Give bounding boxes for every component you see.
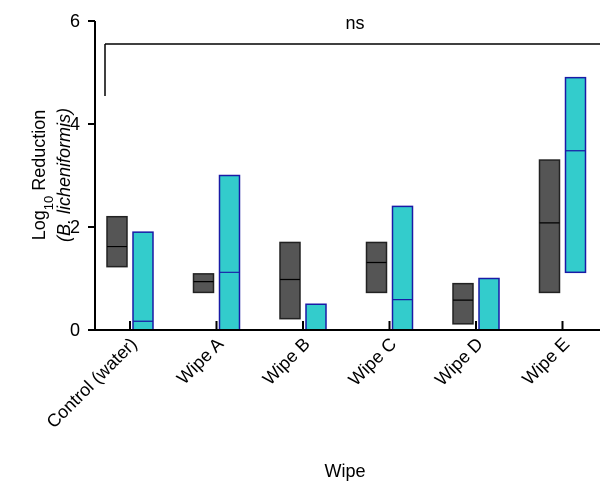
y-axis-title-line2: (B. licheniformis) [54, 108, 74, 242]
x-tick-label-3: Wipe C [344, 334, 400, 390]
y-tick-label-0: 0 [70, 320, 80, 340]
bar-s1-3 [391, 205, 414, 331]
bar-s0-0 [106, 215, 128, 268]
y-tick-label-3: 6 [70, 11, 80, 31]
y-tick-label-2: 4 [70, 114, 80, 134]
bar-s1-5 [564, 76, 587, 274]
x-tick-label-4: Wipe D [431, 334, 487, 390]
bar-s0-1 [192, 273, 215, 294]
x-ticks: Control (water) Wipe A Wipe B Wipe C Wipe D W… [43, 321, 573, 432]
y-axis-title-subscript: 10 [41, 196, 56, 210]
y-tick-label-1: 2 [70, 217, 80, 237]
x-tick-label-1: Wipe A [173, 334, 227, 388]
x-tick-label-0: Control (water) [43, 334, 141, 432]
y-ticks: 0 2 4 6 [70, 11, 95, 340]
significance-bracket: ns [104, 13, 600, 96]
bar-s1-1 [218, 174, 241, 331]
x-tick-label-5: Wipe E [518, 334, 573, 389]
x-axis-title: Wipe [324, 461, 365, 481]
bar-s1-4 [478, 277, 500, 331]
y-axis-title: Log10 Reduction [29, 110, 56, 241]
significance-label: ns [345, 13, 364, 33]
y-axis-title-suffix: Reduction [29, 110, 49, 196]
y-axis-title-prefix: Log [29, 210, 49, 240]
x-tick-label-2: Wipe B [259, 334, 314, 389]
bar-s0-5 [538, 159, 561, 294]
bar-s0-2 [279, 241, 301, 320]
bar-s1-2 [305, 303, 327, 331]
bars-layer [106, 76, 587, 331]
bar-s1-0 [132, 231, 154, 331]
bar-s0-4 [452, 282, 474, 325]
bar-s0-3 [365, 241, 388, 294]
